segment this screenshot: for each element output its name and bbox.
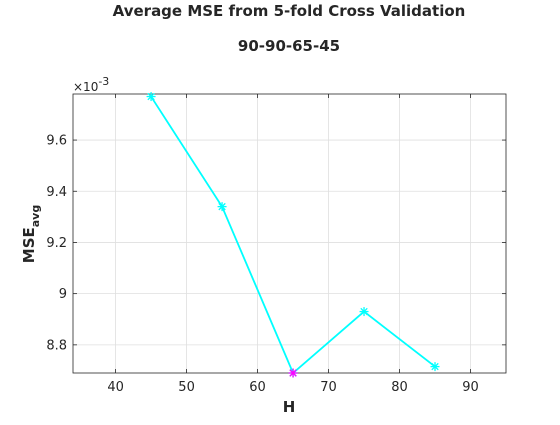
x-tick-label: 90: [462, 380, 479, 395]
x-tick-label: 80: [391, 380, 408, 395]
series-line: [150, 96, 436, 375]
data-point-stroke: [147, 92, 155, 101]
y-tick-label: 8.8: [46, 338, 67, 353]
y-axis-label-sub: avg: [29, 205, 42, 227]
series: [146, 92, 440, 378]
data-point-stroke: [218, 202, 226, 211]
data-point: [217, 202, 227, 212]
ticks: 40 50 60 70 80 90 8.8 9 9.2 9.4 9.6: [46, 94, 506, 395]
chart-subtitle: 90-90-65-45: [238, 37, 340, 55]
y-tick-label: 9.4: [46, 185, 67, 200]
svg-text:MSEavg: MSEavg: [20, 205, 42, 263]
grid: [73, 94, 506, 373]
data-point: [359, 307, 369, 317]
y-tick-label: 9.6: [46, 134, 67, 149]
x-tick-label: 60: [249, 380, 266, 395]
y-tick-label: 9: [59, 287, 67, 302]
y-axis-label: MSEavg: [20, 205, 42, 263]
chart-title: Average MSE from 5-fold Cross Validation: [113, 2, 466, 20]
data-point-stroke: [431, 362, 439, 371]
y-tick-label: 9.2: [46, 236, 67, 251]
x-tick-label: 50: [178, 380, 195, 395]
plot-area: [72, 93, 507, 374]
data-point-stroke: [360, 307, 368, 316]
data-point: [430, 362, 440, 372]
highlight-point: [288, 368, 298, 378]
y-exponent-label: ×10-3: [73, 75, 109, 94]
y-exponent-base: ×10: [73, 80, 98, 94]
highlight-point-stroke: [289, 369, 297, 377]
y-exponent-power: -3: [98, 75, 109, 88]
x-axis-label: H: [283, 398, 296, 416]
data-point: [146, 92, 156, 102]
x-tick-label: 70: [320, 380, 337, 395]
x-tick-label: 40: [107, 380, 124, 395]
y-axis-label-main: MSE: [20, 227, 38, 263]
